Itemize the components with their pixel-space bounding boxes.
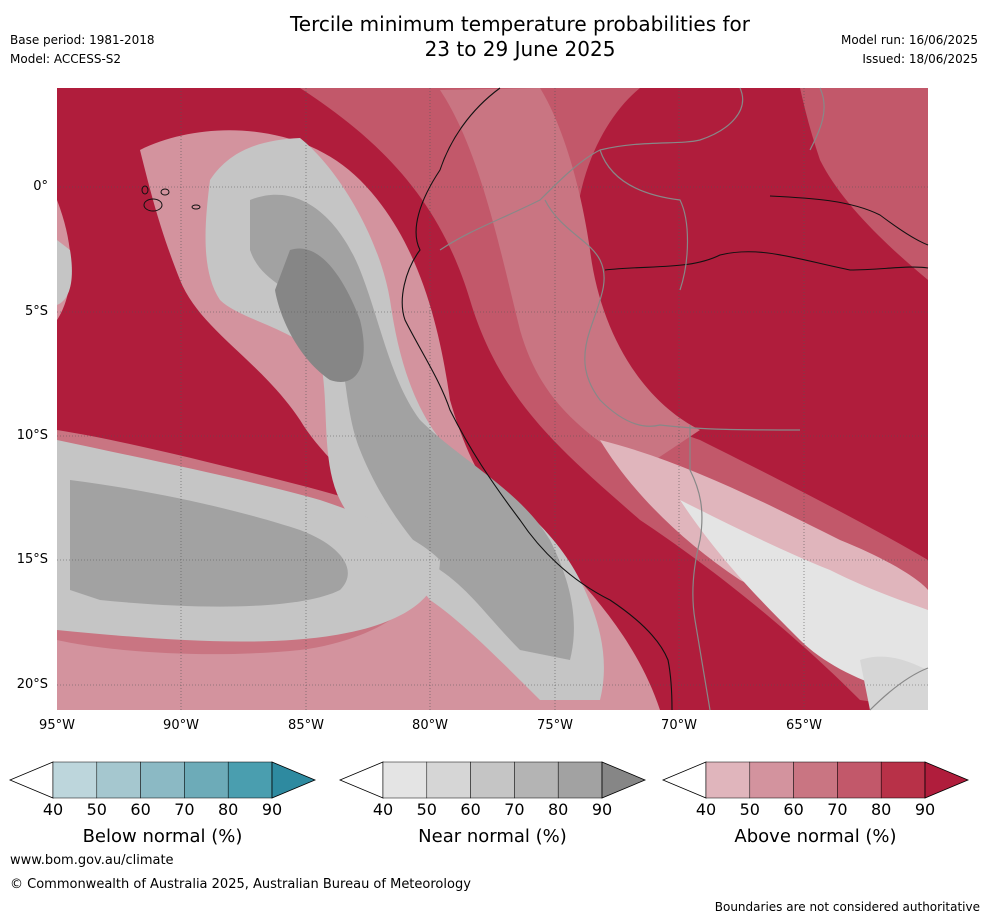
coastline [401, 87, 673, 711]
country-borders [439, 87, 929, 711]
amazon-river [604, 251, 929, 271]
colorbar-segment [705, 761, 751, 799]
colorbar-tick-label: 40 [372, 800, 394, 819]
colorbar-title: Near normal (%) [418, 826, 567, 847]
disclaimer: Boundaries are not considered authoritat… [714, 900, 980, 914]
colorbar-segment [793, 761, 838, 799]
lat-label: 10°S [16, 428, 48, 443]
colorbar-segment [470, 761, 515, 799]
colorbar-min-triangle [338, 761, 384, 799]
near-normal-core [275, 248, 364, 382]
lon-label: 80°W [412, 718, 448, 733]
lat-label: 20°S [16, 677, 48, 692]
colorbar-tick-label: 60 [460, 800, 481, 819]
title-line-2: 23 to 29 June 2025 [424, 37, 616, 61]
colorbar-tick-label: 80 [871, 800, 892, 819]
colorbar-title: Above normal (%) [734, 826, 897, 847]
colorbar-tick-label: 90 [261, 800, 283, 819]
issued-date: Issued: 18/06/2025 [862, 52, 978, 66]
colorbar-tick-label: 60 [783, 800, 804, 819]
colorbar-tick-label: 70 [827, 800, 848, 819]
colorbar-tick-label: 60 [130, 800, 151, 819]
lon-label: 95°W [39, 718, 75, 733]
colorbar-segment [514, 761, 559, 799]
colorbar-tick-label: 50 [86, 800, 107, 819]
colorbar-tick-label: 70 [504, 800, 525, 819]
lon-label: 65°W [786, 718, 822, 733]
probability-field [57, 88, 928, 710]
colorbar-segment [837, 761, 882, 799]
lon-label: 70°W [661, 718, 697, 733]
colorbar-title: Below normal (%) [82, 826, 243, 847]
website-link[interactable]: www.bom.gov.au/climate [10, 853, 174, 868]
lat-label: 0° [33, 179, 48, 194]
lon-label: 85°W [288, 718, 324, 733]
colorbar-segment [382, 761, 428, 799]
copyright: © Commonwealth of Australia 2025, Austra… [10, 877, 471, 892]
lon-label: 75°W [537, 718, 573, 733]
graticule [57, 88, 928, 710]
colorbar-tick-label: 40 [695, 800, 717, 819]
colorbar-tick-label: 80 [218, 800, 239, 819]
base-period: Base period: 1981-2018 [10, 33, 155, 47]
near-normal-region [680, 500, 928, 700]
galapagos-islands [141, 185, 201, 212]
lat-label: 5°S [24, 304, 48, 319]
colorbar-tick-label: 90 [914, 800, 936, 819]
colorbar-segment [227, 761, 273, 799]
colorbar-max-triangle [924, 761, 970, 799]
colorbar-segment [184, 761, 229, 799]
colorbar-max-triangle [271, 761, 317, 799]
colorbar-segment [96, 761, 141, 799]
above-normal-band [800, 88, 928, 280]
colorbar-min-triangle [8, 761, 54, 799]
colorbar-min-triangle [661, 761, 707, 799]
lat-label: 15°S [16, 552, 48, 567]
colorbar-tick-label: 40 [42, 800, 64, 819]
colorbar-segment [557, 761, 603, 799]
lon-label: 90°W [163, 718, 199, 733]
model-run: Model run: 16/06/2025 [840, 33, 978, 47]
above-normal-band [440, 88, 700, 470]
colorbar-segment [426, 761, 471, 799]
colorbar-segment [880, 761, 926, 799]
colorbar-segment [140, 761, 185, 799]
colorbar-tick-label: 70 [174, 800, 195, 819]
river [769, 195, 929, 246]
colorbar-tick-label: 50 [416, 800, 437, 819]
colorbar-tick-label: 50 [739, 800, 760, 819]
title-line-1: Tercile minimum temperature probabilitie… [289, 12, 751, 36]
near-normal-region [70, 480, 348, 607]
colorbar-tick-label: 90 [591, 800, 613, 819]
map-title: Tercile minimum temperature probabilitie… [0, 12, 988, 62]
colorbar-segment [749, 761, 794, 799]
colorbar-max-triangle [601, 761, 647, 799]
near-normal-region [860, 656, 928, 710]
colorbar-tick-label: 80 [548, 800, 569, 819]
model-name: Model: ACCESS-S2 [10, 52, 122, 66]
near-normal-region [57, 240, 72, 305]
colorbar-segment [52, 761, 98, 799]
